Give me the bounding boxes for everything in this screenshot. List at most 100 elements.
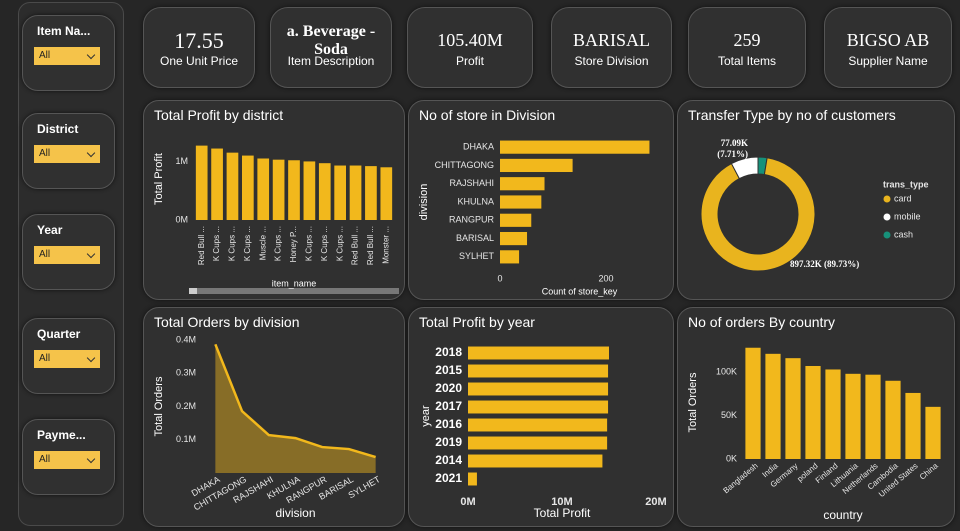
slicer[interactable]: Payme... All: [22, 419, 115, 495]
slicer-dropdown[interactable]: All: [34, 350, 100, 368]
chart-panel: 0M 10M 20M 2018 2015 2020 2017 2016 2019 2014 2021…: [408, 307, 674, 527]
x-tick-label: 10M: [551, 496, 572, 508]
y-tick-label: 0.1M: [176, 434, 196, 444]
x-axis-title: division: [275, 506, 315, 520]
bar: [242, 155, 254, 220]
y-tick-label: 1M: [175, 156, 188, 166]
kpi-card: a. Beverage - Soda Item Description: [270, 7, 392, 88]
x-axis-title: Count of store_key: [542, 286, 618, 296]
kpi-card: 105.40M Profit: [407, 7, 533, 88]
data-label: 77.09K (7.71%): [717, 138, 748, 159]
y-axis-title: Total Orders: [153, 376, 165, 436]
slicer-dropdown[interactable]: All: [34, 246, 100, 264]
bar: [825, 369, 841, 459]
chart-panel: 0.1M 0.2M 0.3M 0.4M DHAKA CHITTAGONG RAJSHAHI K…: [143, 307, 405, 527]
bar: [468, 364, 609, 378]
kpi-label: Total Items: [717, 54, 777, 68]
kpi-card: BIGSO AB Supplier Name: [824, 7, 952, 88]
bar: [905, 392, 921, 459]
x-tick-label: Bangladesh: [721, 461, 759, 495]
slicer[interactable]: Quarter All: [22, 318, 115, 394]
x-tick-label: K Cups ...: [304, 226, 313, 261]
chart-panel: 0K 50K 100K Bangladesh India Germany poland Fin…: [677, 307, 955, 527]
y-tick-label: 2018: [435, 345, 462, 359]
slicer[interactable]: Year All: [22, 214, 115, 290]
chart-title: Total Orders by division: [154, 314, 300, 330]
chart: 0M 10M 20M 2018 2015 2020 2017 2016 2019 2014 2021…: [420, 345, 667, 520]
slicer[interactable]: Item Na... All: [22, 15, 115, 91]
y-tick-label: 0.4M: [176, 334, 196, 344]
y-tick-label: 0K: [726, 453, 737, 463]
y-tick-label: 0.2M: [176, 401, 196, 411]
y-tick-label: 100K: [716, 366, 737, 376]
bar: [334, 165, 346, 220]
kpi-value: BARISAL: [572, 30, 650, 50]
kpi-card: 259 Total Items: [688, 7, 806, 88]
x-axis-title: country: [823, 508, 862, 522]
x-tick-label: Muscle ...: [258, 226, 267, 260]
bar: [500, 158, 573, 173]
bar: [318, 163, 331, 220]
y-tick-label: SYLHET: [459, 251, 495, 261]
slicer[interactable]: District All: [22, 113, 115, 189]
bar: [272, 159, 285, 220]
bar: [468, 436, 608, 450]
kpi-card: 17.55 One Unit Price: [143, 7, 255, 88]
bar: [745, 347, 761, 459]
bar: [226, 152, 239, 220]
x-tick-label: Honey P...: [289, 226, 298, 262]
kpi-label: One Unit Price: [159, 54, 239, 68]
slicer-label: Year: [37, 223, 63, 237]
bar: [785, 358, 801, 459]
chart: 0 200 DHAKA CHITTAGONG RAJSHAHI KHULNA RANGPUR…: [418, 140, 650, 296]
kpi-value: 105.40M: [437, 30, 503, 50]
bar: [195, 145, 208, 220]
chart-panel: 0 200 DHAKA CHITTAGONG RAJSHAHI KHULNA RANGPUR…: [408, 100, 674, 300]
legend-marker: [883, 213, 891, 221]
chart-panel: trans_type card mobile cash Transfer Type by…: [677, 100, 955, 300]
kpi-value: a. Beverage - Soda: [286, 23, 376, 58]
x-tick-label: 200: [598, 273, 613, 283]
x-tick-label: K Cups ...: [274, 226, 283, 261]
kpi-label: Item Description: [287, 54, 375, 68]
chart-title: Transfer Type by no of customers: [688, 107, 896, 123]
bar: [468, 454, 603, 468]
bar: [865, 374, 881, 459]
legend-label: mobile: [894, 211, 921, 221]
legend-marker: [883, 231, 891, 239]
y-tick-label: 2019: [435, 435, 462, 449]
x-tick-label: Red Bull ...: [366, 226, 375, 265]
y-tick-label: 0.3M: [176, 368, 196, 378]
kpi-label: Supplier Name: [848, 54, 928, 68]
bar: [288, 160, 300, 220]
slicer-dropdown[interactable]: All: [34, 47, 100, 65]
kpi-value: BIGSO AB: [846, 30, 930, 50]
scrollbar: [189, 288, 399, 294]
y-axis-title: Total Profit: [153, 153, 165, 205]
y-tick-label: 2014: [435, 453, 462, 467]
chart-panel: 0M 1M Red Bull ... K Cups ... K Cups ... K Cu…: [143, 100, 405, 300]
chart: 0M 1M Red Bull ... K Cups ... K Cups ... K Cu…: [153, 145, 399, 294]
y-tick-label: KHULNA: [457, 196, 494, 206]
bar: [468, 382, 609, 396]
slicer-dropdown[interactable]: All: [34, 451, 100, 469]
kpi-card: BARISAL Store Division: [551, 7, 672, 88]
data-label: 897.32K (89.73%): [790, 259, 860, 269]
x-tick-label: 0: [497, 273, 502, 283]
slicer-dropdown[interactable]: All: [34, 145, 100, 163]
legend-title: trans_type: [883, 179, 929, 189]
bar: [500, 177, 545, 191]
chart-title: Total Profit by district: [154, 107, 284, 123]
y-tick-label: 2015: [435, 363, 462, 377]
pie-slice: [730, 156, 759, 180]
chart-title: No of orders By country: [688, 314, 836, 330]
y-tick-label: DHAKA: [463, 142, 494, 152]
bar: [468, 472, 477, 486]
bar: [500, 231, 528, 246]
y-tick-label: BARISAL: [456, 233, 494, 243]
bar: [349, 165, 362, 220]
y-tick-label: RAJSHAHI: [449, 178, 494, 188]
